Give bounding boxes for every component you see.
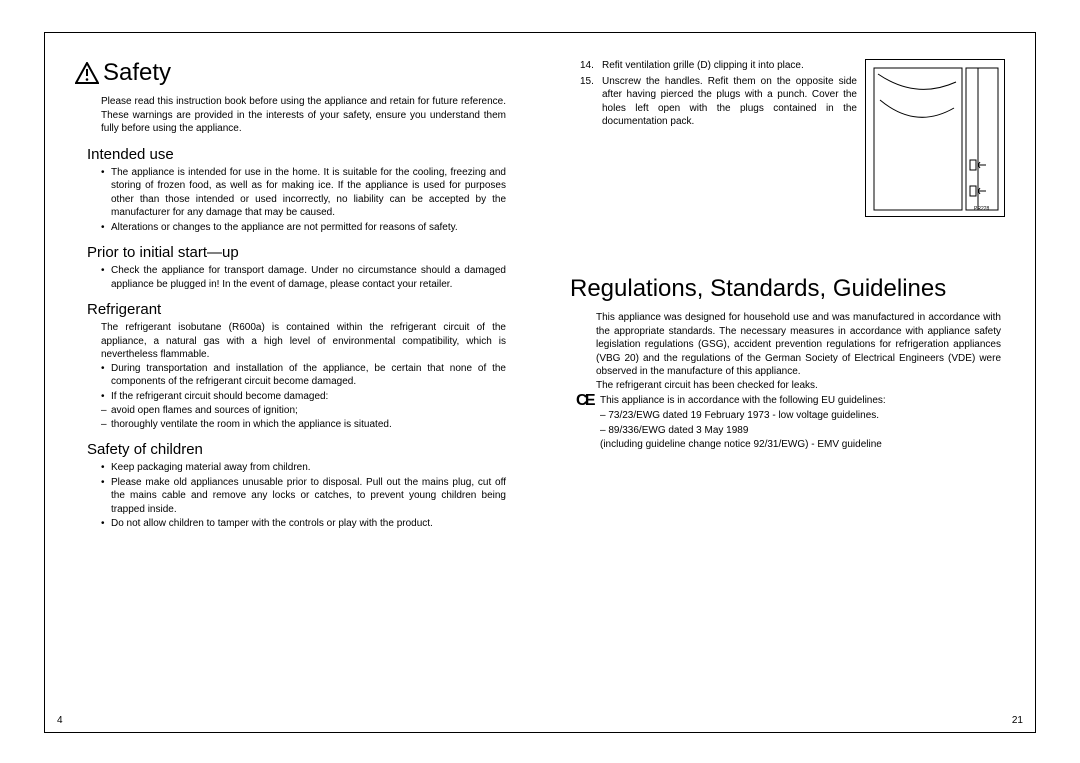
ce-line: This appliance is in accordance with the… bbox=[600, 394, 1005, 408]
dash-item: avoid open flames and sources of ignitio… bbox=[101, 404, 510, 418]
regulations-para1: This appliance was designed for househol… bbox=[596, 311, 1001, 379]
list-item: If the refrigerant circuit should become… bbox=[101, 390, 506, 404]
right-page: 14. Refit ventilation grille (D) clippin… bbox=[540, 33, 1035, 732]
ce-tail: (including guideline change notice 92/31… bbox=[600, 438, 1005, 452]
warning-icon bbox=[75, 62, 99, 84]
step-number: 15. bbox=[580, 75, 602, 129]
dash-item: thoroughly ventilate the room in which t… bbox=[101, 418, 510, 432]
list-item: Alterations or changes to the appliance … bbox=[101, 221, 506, 235]
step-number: 14. bbox=[580, 59, 602, 73]
left-page: Safety Please read this instruction book… bbox=[45, 33, 540, 732]
intended-use-list: The appliance is intended for use in the… bbox=[101, 166, 506, 235]
list-item: Check the appliance for transport damage… bbox=[101, 264, 506, 291]
diagram-label: PR228 bbox=[974, 206, 990, 212]
intended-use-title: Intended use bbox=[87, 146, 510, 163]
list-item: Please make old appliances unusable prio… bbox=[101, 476, 506, 517]
step-item: 14. Refit ventilation grille (D) clippin… bbox=[580, 59, 857, 73]
step-text: Unscrew the handles. Refit them on the o… bbox=[602, 75, 857, 129]
prior-startup-list: Check the appliance for transport damage… bbox=[101, 264, 506, 291]
ce-bullet: – 89/336/EWG dated 3 May 1989 bbox=[600, 424, 1005, 438]
list-item: The appliance is intended for use in the… bbox=[101, 166, 506, 220]
list-item: Keep packaging material away from childr… bbox=[101, 461, 506, 475]
page-border: Safety Please read this instruction book… bbox=[44, 32, 1036, 733]
refrigerant-list: During transportation and installation o… bbox=[101, 362, 506, 404]
safety-children-title: Safety of children bbox=[87, 441, 510, 458]
ce-bullet: – 73/23/EWG dated 19 February 1973 - low… bbox=[600, 409, 1005, 423]
regulations-para2: The refrigerant circuit has been checked… bbox=[596, 379, 1001, 393]
step-text: Refit ventilation grille (D) clipping it… bbox=[602, 59, 857, 73]
safety-intro: Please read this instruction book before… bbox=[101, 95, 506, 136]
refrigerant-intro: The refrigerant isobutane (R600a) is con… bbox=[101, 321, 506, 362]
page-number-right: 21 bbox=[1012, 715, 1023, 726]
page-number-left: 4 bbox=[57, 715, 63, 726]
safety-heading: Safety bbox=[75, 59, 510, 87]
list-item: During transportation and installation o… bbox=[101, 362, 506, 389]
ce-mark-icon: C E bbox=[576, 393, 596, 409]
step-list: 14. Refit ventilation grille (D) clippin… bbox=[580, 59, 857, 217]
step-item: 15. Unscrew the handles. Refit them on t… bbox=[580, 75, 857, 129]
ce-row: C E This appliance is in accordance with… bbox=[576, 394, 1005, 409]
prior-startup-title: Prior to initial start—up bbox=[87, 244, 510, 261]
refrigerant-title: Refrigerant bbox=[87, 301, 510, 318]
list-item: Do not allow children to tamper with the… bbox=[101, 517, 506, 531]
handle-diagram: PR228 bbox=[865, 59, 1005, 217]
regulations-heading: Regulations, Standards, Guidelines bbox=[570, 275, 1005, 303]
step-block: 14. Refit ventilation grille (D) clippin… bbox=[570, 59, 1005, 217]
safety-heading-text: Safety bbox=[103, 59, 171, 87]
safety-children-list: Keep packaging material away from childr… bbox=[101, 461, 506, 531]
refrigerant-dash-list: avoid open flames and sources of ignitio… bbox=[101, 404, 510, 431]
